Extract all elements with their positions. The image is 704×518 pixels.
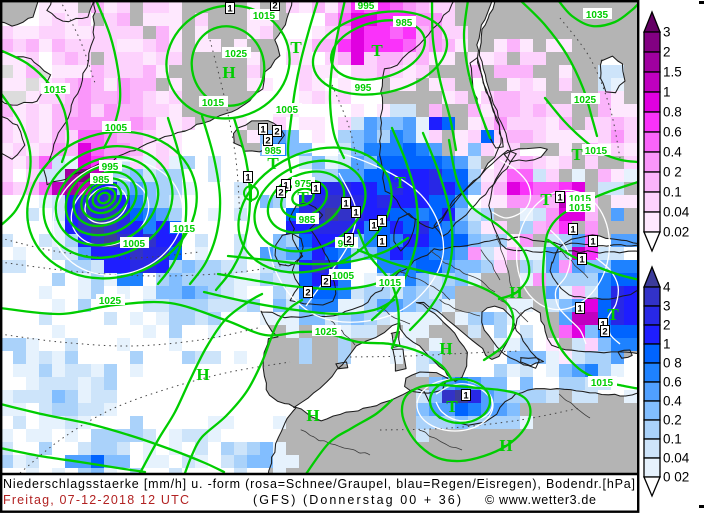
svg-text:2: 2 xyxy=(305,288,310,299)
svg-text:T: T xyxy=(290,38,302,57)
svg-text:H: H xyxy=(222,63,235,82)
svg-text:1015: 1015 xyxy=(585,146,608,157)
svg-text:1: 1 xyxy=(227,4,233,15)
svg-text:985: 985 xyxy=(265,146,282,157)
svg-text:0.4: 0.4 xyxy=(663,394,682,409)
svg-text:0.2: 0.2 xyxy=(663,413,682,428)
svg-text:H: H xyxy=(306,406,319,425)
svg-text:T: T xyxy=(371,41,383,60)
svg-text:0.6: 0.6 xyxy=(663,125,682,140)
svg-text:T: T xyxy=(540,190,552,209)
svg-text:2: 2 xyxy=(323,277,328,288)
svg-text:H: H xyxy=(509,283,522,302)
svg-text:T: T xyxy=(267,154,279,173)
svg-text:1: 1 xyxy=(343,199,349,210)
svg-text:1: 1 xyxy=(663,337,671,352)
svg-text:985: 985 xyxy=(93,175,110,186)
svg-text:2: 2 xyxy=(272,1,277,12)
svg-text:T: T xyxy=(607,305,619,324)
svg-text:H: H xyxy=(196,365,209,384)
svg-text:1: 1 xyxy=(260,125,266,136)
svg-text:1: 1 xyxy=(371,221,377,232)
svg-text:985: 985 xyxy=(299,215,316,226)
svg-text:1: 1 xyxy=(663,85,671,100)
svg-text:2: 2 xyxy=(602,327,607,338)
svg-text:0 8: 0 8 xyxy=(663,356,682,371)
svg-text:Niederschlagsstaerke [mm/h] u.: Niederschlagsstaerke [mm/h] u. -form (ro… xyxy=(3,477,635,491)
svg-text:4: 4 xyxy=(663,280,671,295)
svg-text:1035: 1035 xyxy=(586,10,609,21)
svg-text:1025: 1025 xyxy=(99,296,122,307)
svg-text:1: 1 xyxy=(579,255,585,266)
svg-text:2: 2 xyxy=(663,318,671,333)
svg-text:T: T xyxy=(394,173,406,192)
svg-text:(GFS) (Donnerstag 00 + 36): (GFS) (Donnerstag 00 + 36) xyxy=(253,493,461,507)
svg-text:1015: 1015 xyxy=(202,98,225,109)
svg-text:1005: 1005 xyxy=(276,105,299,116)
svg-text:1: 1 xyxy=(379,217,385,228)
svg-text:1015: 1015 xyxy=(591,378,614,389)
svg-text:1015: 1015 xyxy=(569,194,592,205)
svg-text:0.04: 0.04 xyxy=(663,205,690,220)
svg-text:2: 2 xyxy=(265,136,270,147)
svg-text:1: 1 xyxy=(570,225,576,236)
svg-text:1: 1 xyxy=(557,193,563,204)
svg-text:995: 995 xyxy=(102,162,119,173)
svg-text:T: T xyxy=(446,397,458,416)
svg-text:1: 1 xyxy=(463,391,469,402)
svg-text:1: 1 xyxy=(313,184,319,195)
svg-text:2: 2 xyxy=(663,45,671,60)
svg-text:T: T xyxy=(297,188,309,207)
svg-text:2: 2 xyxy=(278,188,283,199)
svg-text:995: 995 xyxy=(355,83,372,94)
svg-text:1025: 1025 xyxy=(225,49,248,60)
svg-text:0.8: 0.8 xyxy=(663,105,682,120)
svg-text:1005: 1005 xyxy=(105,123,128,134)
svg-text:985: 985 xyxy=(396,18,413,29)
svg-text:995: 995 xyxy=(358,1,375,12)
svg-text:© www.wetter3.de: © www.wetter3.de xyxy=(485,493,596,507)
svg-text:1: 1 xyxy=(283,181,289,192)
svg-text:1015: 1015 xyxy=(379,278,402,289)
svg-text:1015: 1015 xyxy=(44,85,67,96)
svg-text:1025: 1025 xyxy=(574,95,597,106)
svg-text:1: 1 xyxy=(577,304,583,315)
svg-text:1.5: 1.5 xyxy=(663,65,682,80)
svg-text:2: 2 xyxy=(274,127,279,138)
svg-text:1025: 1025 xyxy=(315,327,338,338)
svg-text:1: 1 xyxy=(353,208,359,219)
svg-text:H: H xyxy=(499,436,512,455)
svg-text:0 02: 0 02 xyxy=(663,470,689,485)
svg-text:Freitag, 07-12-2018 12 UTC: Freitag, 07-12-2018 12 UTC xyxy=(3,493,189,507)
svg-text:1015: 1015 xyxy=(569,203,592,214)
svg-text:1: 1 xyxy=(245,173,251,184)
svg-text:975: 975 xyxy=(295,179,312,190)
svg-text:2: 2 xyxy=(346,235,351,246)
svg-text:T: T xyxy=(571,145,583,164)
svg-text:0.6: 0.6 xyxy=(663,375,682,390)
svg-text:0.4: 0.4 xyxy=(663,145,682,160)
svg-text:0.04: 0.04 xyxy=(663,451,690,466)
svg-text:0.1: 0.1 xyxy=(663,185,682,200)
svg-text:0.02: 0.02 xyxy=(663,225,689,240)
svg-text:1015: 1015 xyxy=(173,224,196,235)
svg-text:1005: 1005 xyxy=(123,239,146,250)
svg-text:1005: 1005 xyxy=(332,271,355,282)
svg-text:1: 1 xyxy=(590,237,596,248)
svg-text:H: H xyxy=(439,339,452,358)
svg-text:1015: 1015 xyxy=(253,11,276,22)
svg-text:0 2: 0 2 xyxy=(663,165,682,180)
svg-text:3: 3 xyxy=(663,25,671,40)
svg-text:3: 3 xyxy=(663,299,671,314)
svg-text:1: 1 xyxy=(379,237,385,248)
svg-text:0.1: 0.1 xyxy=(663,432,682,447)
